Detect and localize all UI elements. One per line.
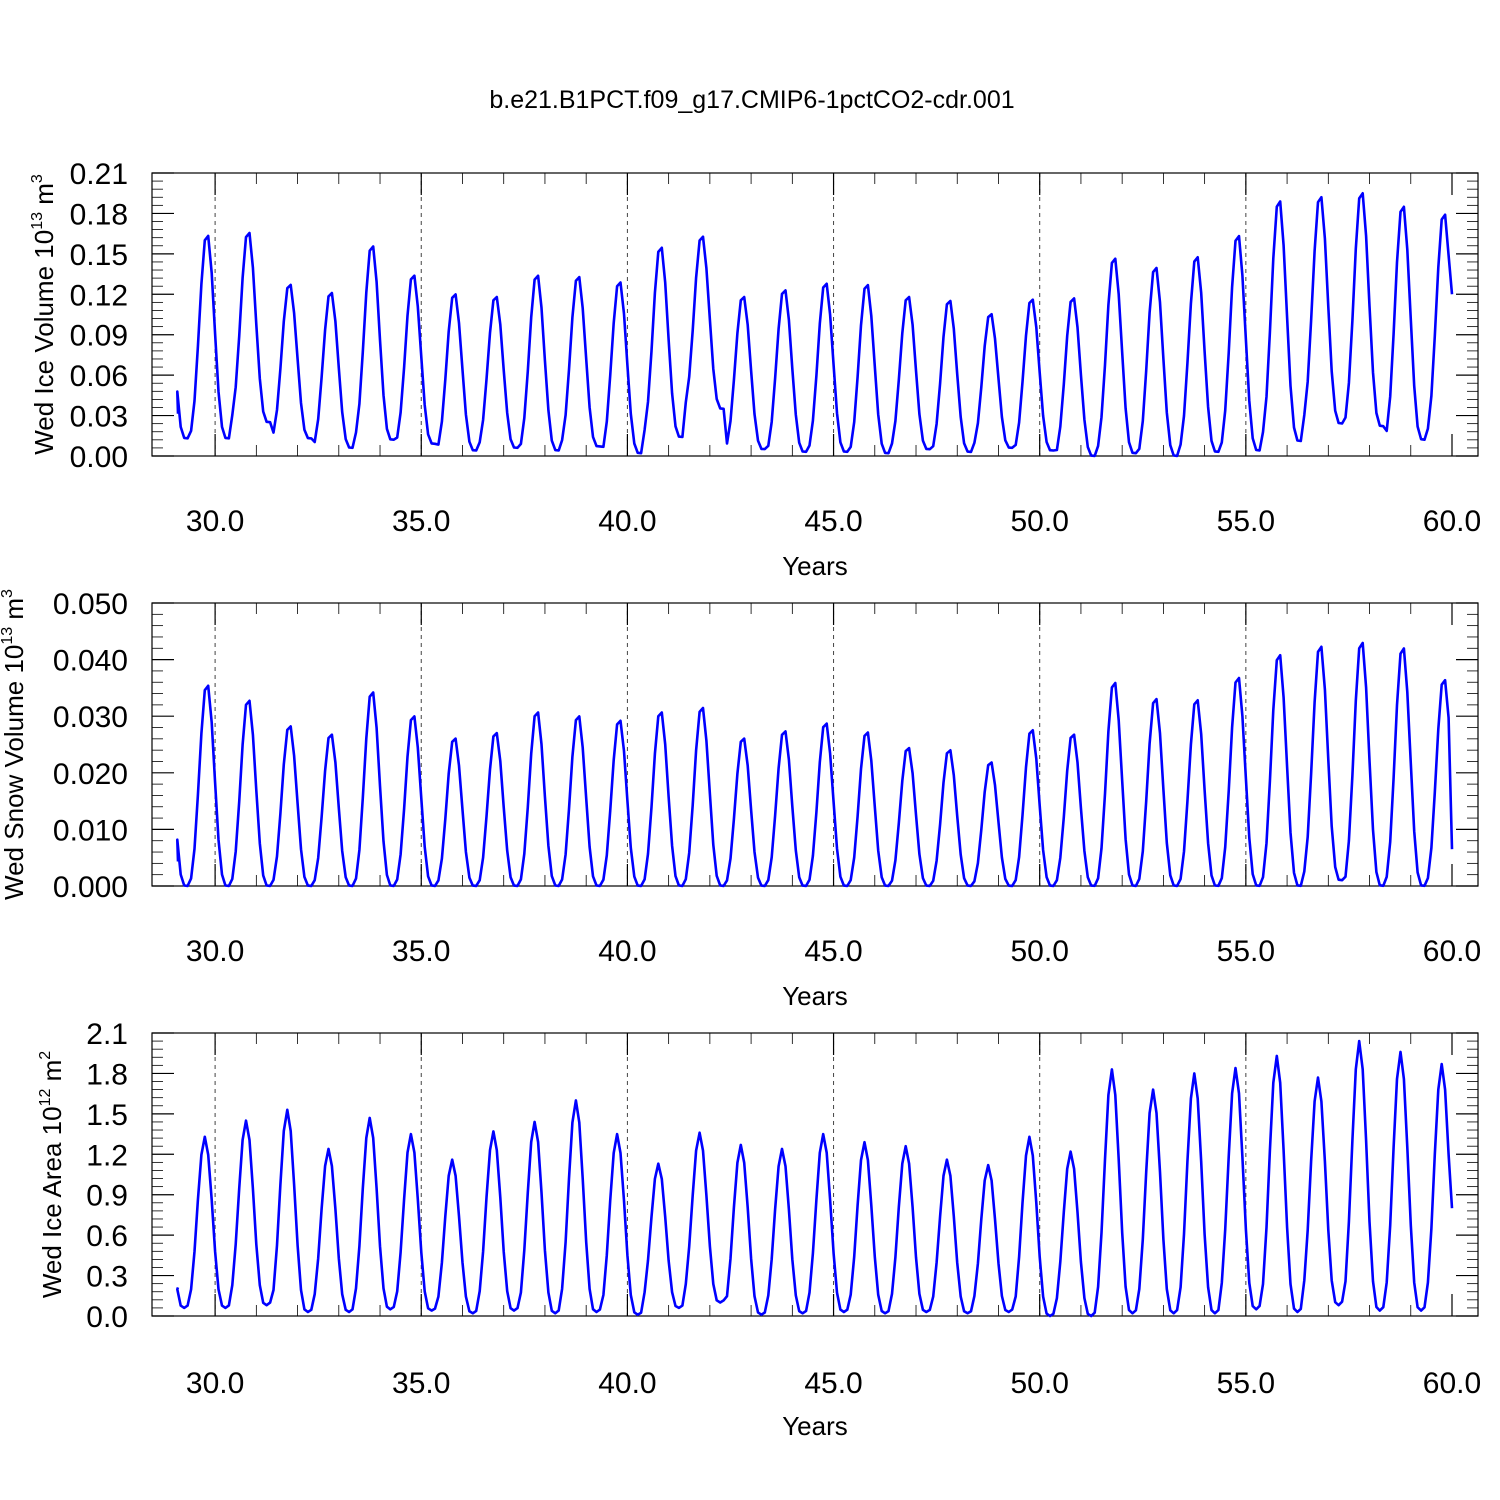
x-tick-label: 40.0 <box>598 935 656 968</box>
x-tick-label: 50.0 <box>1011 1367 1069 1400</box>
series-line <box>176 192 1454 458</box>
x-tick-label: 40.0 <box>598 505 656 538</box>
y-tick-label: 0.040 <box>53 645 128 678</box>
y-tick-label: 0.12 <box>70 279 128 312</box>
x-tick-label: 40.0 <box>598 1367 656 1400</box>
figure-title: b.e21.B1PCT.f09_g17.CMIP6-1pctCO2-cdr.00… <box>489 86 1014 114</box>
y-tick-label: 0.21 <box>70 158 128 191</box>
panels: 0.00 0.03 0.06 0.09 0.12 0.15 0.18 0.21 30.0 35.0… <box>0 158 1481 1441</box>
y-tick-label: 0.030 <box>53 701 128 734</box>
y-tick-label: 1.2 <box>86 1139 128 1172</box>
x-tick-label: 30.0 <box>186 505 244 538</box>
x-tick-label: 60.0 <box>1423 505 1481 538</box>
x-tick-label: 60.0 <box>1423 1367 1481 1400</box>
y-tick-label: 0.03 <box>70 401 128 434</box>
y-tick-label: 0.010 <box>53 814 128 847</box>
x-tick-label: 50.0 <box>1011 935 1069 968</box>
y-tick-label: 0.0 <box>86 1301 128 1334</box>
y-tick-label: 0.06 <box>70 360 128 393</box>
chart-panel-3: 0.0 0.3 0.6 0.9 1.2 1.5 1.8 2.1 30.0 35.0 40.0 45.0… <box>37 1018 1481 1441</box>
x-tick-label: 60.0 <box>1423 935 1481 968</box>
x-tick-label: 55.0 <box>1217 935 1275 968</box>
y-axis-label: Wed Ice Volume 1013 m3 <box>29 174 59 455</box>
chart-panel-1: 0.00 0.03 0.06 0.09 0.12 0.15 0.18 0.21 30.0 35.0… <box>29 158 1481 581</box>
x-tick-label: 35.0 <box>392 1367 450 1400</box>
x-tick-label: 35.0 <box>392 935 450 968</box>
y-tick-label: 0.6 <box>86 1220 128 1253</box>
y-tick-label: 1.8 <box>86 1058 128 1091</box>
x-tick-label: 50.0 <box>1011 505 1069 538</box>
x-tick-label: 35.0 <box>392 505 450 538</box>
y-tick-label: 0.18 <box>70 198 128 231</box>
y-axis-label: Wed Snow Volume 1013 m3 <box>0 589 29 900</box>
y-tick-label: 0.00 <box>70 441 128 474</box>
x-tick-label: 55.0 <box>1217 1367 1275 1400</box>
y-tick-label: 0.15 <box>70 239 128 272</box>
y-tick-label: 0.020 <box>53 758 128 791</box>
y-axis-label: Wed Ice Area 1012 m2 <box>37 1051 67 1298</box>
x-tick-label: 30.0 <box>186 935 244 968</box>
chart-panel-2: 0.000 0.010 0.020 0.030 0.040 0.050 30.0 35.0 40… <box>0 588 1481 1011</box>
y-tick-label: 0.000 <box>53 871 128 904</box>
x-axis-label: Years <box>782 1411 848 1441</box>
y-tick-label: 0.050 <box>53 588 128 621</box>
y-tick-label: 0.9 <box>86 1180 128 1213</box>
series-line <box>176 1039 1454 1318</box>
x-tick-label: 30.0 <box>186 1367 244 1400</box>
x-tick-label: 45.0 <box>804 1367 862 1400</box>
x-tick-label: 45.0 <box>804 505 862 538</box>
y-tick-label: 0.3 <box>86 1261 128 1294</box>
series-line <box>176 641 1454 888</box>
plot-frame <box>151 602 1479 887</box>
plot-frame <box>151 1032 1479 1317</box>
x-axis-label: Years <box>782 981 848 1011</box>
x-tick-label: 45.0 <box>804 935 862 968</box>
x-tick-label: 55.0 <box>1217 505 1275 538</box>
y-tick-label: 0.09 <box>70 320 128 353</box>
y-tick-label: 2.1 <box>86 1018 128 1051</box>
plot-frame <box>151 172 1479 457</box>
x-axis-label: Years <box>782 551 848 581</box>
y-tick-label: 1.5 <box>86 1099 128 1132</box>
